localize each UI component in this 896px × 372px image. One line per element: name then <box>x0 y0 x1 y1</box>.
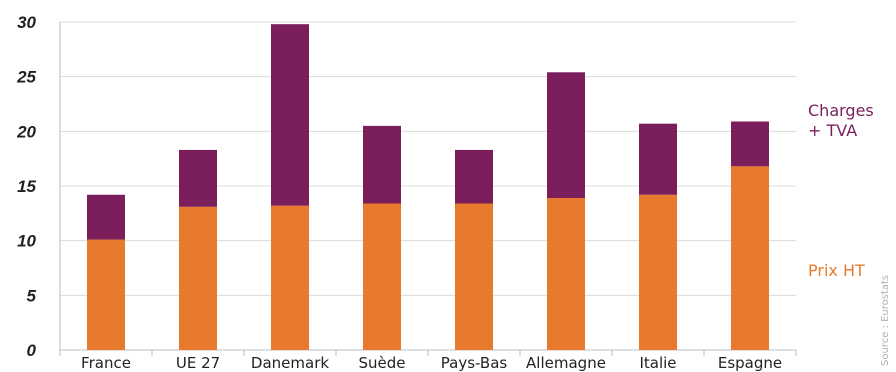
legend: Charges + TVA Prix HT <box>808 101 874 280</box>
bar-prix-ht <box>547 198 585 350</box>
x-tick-label: UE 27 <box>176 354 220 372</box>
x-axis: France UE 27 Danemark Suède Pays-Bas Allemagn… <box>59 350 797 372</box>
bar-charges-tva <box>271 24 309 206</box>
y-tick-label: 0 <box>27 341 37 360</box>
bars <box>87 24 769 350</box>
y-tick-label: 20 <box>16 122 36 141</box>
y-axis: 0 5 10 15 20 25 30 <box>16 13 36 360</box>
source-note: Source : Eurostats <box>880 275 891 366</box>
x-tick-label: Danemark <box>251 354 329 372</box>
x-tick-label: Pays-Bas <box>441 354 508 372</box>
bar-charges-tva <box>639 123 677 195</box>
bar-prix-ht <box>639 194 677 350</box>
bar-prix-ht <box>363 203 401 350</box>
bar-charges-tva <box>363 125 401 204</box>
x-tick-label: Espagne <box>718 354 782 372</box>
y-tick-label: 5 <box>27 286 37 305</box>
x-tick-label: Allemagne <box>526 354 606 372</box>
y-tick-label: 25 <box>16 68 36 87</box>
x-tick-label: Suède <box>358 354 405 372</box>
y-tick-label: 30 <box>17 13 36 32</box>
bar-charges-tva <box>731 121 769 167</box>
gridlines <box>59 21 796 351</box>
bar-prix-ht <box>87 239 125 350</box>
bar-charges-tva <box>87 194 125 240</box>
bar-prix-ht <box>179 206 217 350</box>
bar-prix-ht <box>455 203 493 350</box>
y-tick-label: 15 <box>17 177 36 196</box>
x-tick-label: France <box>81 354 131 372</box>
bar-prix-ht <box>731 166 769 350</box>
bar-prix-ht <box>271 205 309 350</box>
bar-charges-tva <box>455 149 493 204</box>
legend-entry: Charges + TVA <box>808 101 874 140</box>
legend-entry: Prix HT <box>808 261 865 280</box>
x-tick-label: Italie <box>639 354 676 372</box>
y-tick-label: 10 <box>17 232 36 251</box>
bar-charges-tva <box>179 149 217 207</box>
bar-charges-tva <box>547 72 585 199</box>
